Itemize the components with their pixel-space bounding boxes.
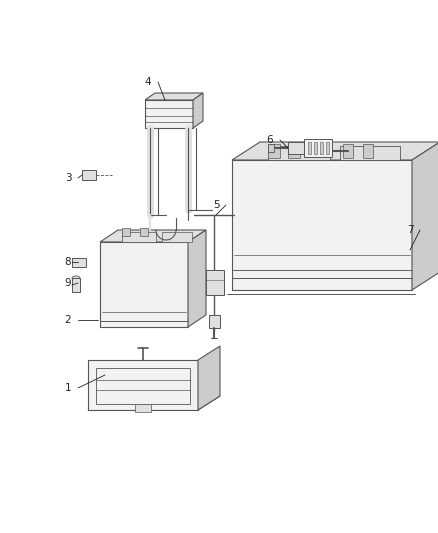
Polygon shape <box>88 360 198 410</box>
Text: 1: 1 <box>65 383 71 393</box>
Polygon shape <box>82 170 96 180</box>
Text: 6: 6 <box>267 135 273 145</box>
Text: 7: 7 <box>407 225 413 235</box>
Polygon shape <box>140 228 148 236</box>
Polygon shape <box>340 146 400 160</box>
Circle shape <box>371 146 379 154</box>
Polygon shape <box>145 100 193 128</box>
Polygon shape <box>232 160 412 290</box>
Polygon shape <box>304 139 332 157</box>
Polygon shape <box>288 142 304 154</box>
Polygon shape <box>343 144 353 158</box>
Polygon shape <box>145 93 203 100</box>
Polygon shape <box>198 346 220 410</box>
Polygon shape <box>88 396 220 410</box>
Text: 8: 8 <box>65 257 71 267</box>
Circle shape <box>306 146 314 154</box>
Circle shape <box>386 146 394 154</box>
Polygon shape <box>209 315 220 328</box>
Polygon shape <box>288 144 300 158</box>
Ellipse shape <box>72 276 80 280</box>
Polygon shape <box>268 144 280 158</box>
Polygon shape <box>72 278 80 292</box>
Polygon shape <box>326 142 329 154</box>
Polygon shape <box>412 142 438 290</box>
Polygon shape <box>308 142 311 154</box>
Text: 5: 5 <box>213 200 219 210</box>
Text: 4: 4 <box>145 77 151 87</box>
Polygon shape <box>314 142 317 154</box>
Polygon shape <box>188 230 206 327</box>
Polygon shape <box>162 232 192 242</box>
Text: 9: 9 <box>65 278 71 288</box>
Polygon shape <box>72 258 86 267</box>
Polygon shape <box>232 142 438 160</box>
Polygon shape <box>320 142 323 154</box>
Text: 3: 3 <box>65 173 71 183</box>
Circle shape <box>321 146 329 154</box>
Polygon shape <box>268 144 274 152</box>
Text: 2: 2 <box>65 315 71 325</box>
Polygon shape <box>122 228 130 236</box>
Polygon shape <box>193 93 203 128</box>
Polygon shape <box>268 146 330 160</box>
Polygon shape <box>100 230 206 242</box>
Polygon shape <box>363 144 373 158</box>
Polygon shape <box>135 404 151 412</box>
Polygon shape <box>122 232 156 242</box>
Polygon shape <box>100 242 188 327</box>
Polygon shape <box>206 270 224 295</box>
